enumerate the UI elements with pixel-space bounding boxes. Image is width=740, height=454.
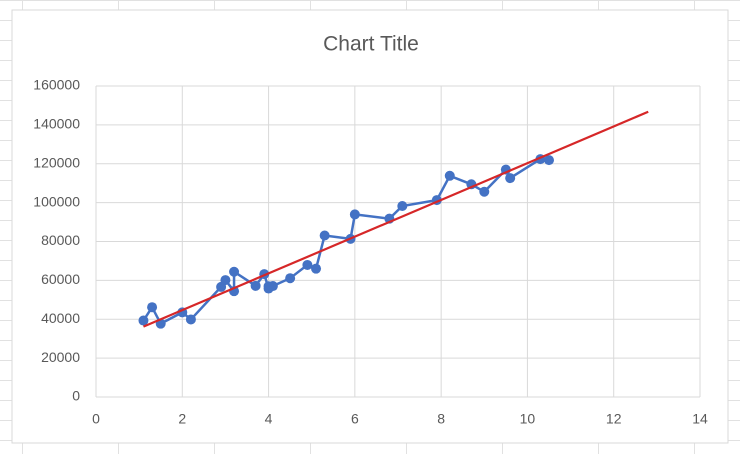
point [479, 186, 490, 197]
x-tick-label: 10 [520, 411, 536, 427]
point [229, 266, 240, 277]
point [302, 259, 313, 270]
x-tick-label: 6 [351, 411, 359, 427]
point [505, 173, 516, 184]
y-tick-label: 0 [72, 388, 80, 404]
point [311, 263, 322, 274]
point [397, 200, 408, 211]
y-tick-label: 120000 [33, 154, 80, 170]
point [444, 170, 455, 181]
point [185, 314, 196, 325]
point [220, 275, 231, 286]
y-tick-label: 40000 [41, 310, 80, 326]
x-tick-label: 2 [178, 411, 186, 427]
y-tick-label: 160000 [33, 77, 80, 93]
y-tick-label: 60000 [41, 271, 80, 287]
x-tick-label: 0 [92, 411, 100, 427]
y-tick-label: 20000 [41, 349, 80, 365]
chart-title[interactable]: Chart Title [323, 33, 419, 56]
point [349, 209, 360, 220]
chart-area[interactable] [11, 9, 729, 444]
x-tick-label: 14 [692, 411, 708, 427]
point [285, 273, 296, 284]
point [147, 302, 158, 313]
y-tick-label: 100000 [33, 193, 80, 209]
y-tick-label: 80000 [41, 232, 80, 248]
x-tick-label: 8 [437, 411, 445, 427]
point [250, 280, 261, 291]
point [544, 155, 554, 166]
point [267, 281, 278, 292]
point [138, 315, 149, 326]
trendline [143, 110, 649, 328]
point [319, 230, 330, 241]
x-tick-label: 4 [265, 411, 273, 427]
x-tick-label: 12 [606, 411, 622, 427]
y-tick-label: 140000 [33, 116, 80, 132]
